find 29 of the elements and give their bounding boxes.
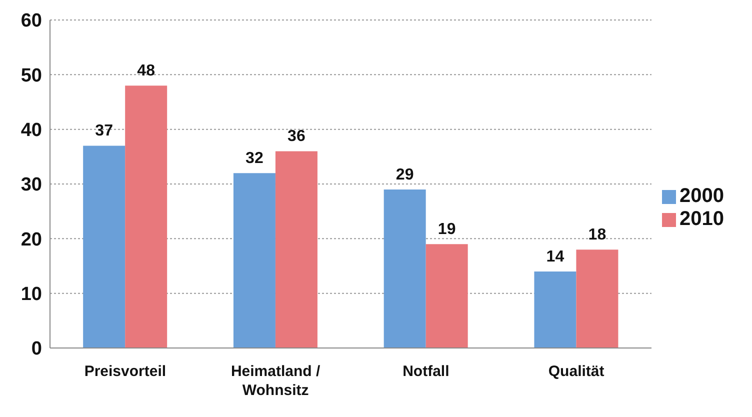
y-tick-label: 30	[20, 174, 42, 196]
bar	[233, 173, 276, 348]
data-label: 14	[546, 248, 564, 266]
y-tick-label: 40	[20, 120, 42, 142]
data-label: 19	[438, 221, 456, 238]
y-tick-label: 10	[20, 284, 42, 306]
bar	[83, 146, 126, 348]
y-tick-label: 0	[31, 338, 42, 360]
x-tick-label: Qualität	[548, 363, 604, 380]
legend-label: 2000	[680, 185, 724, 207]
bar	[426, 244, 468, 348]
y-tick-label: 20	[20, 229, 42, 250]
x-tick-label: Preisvorteil	[84, 363, 166, 380]
data-label: 32	[246, 150, 264, 168]
data-label: 29	[396, 166, 414, 184]
bar	[384, 189, 426, 348]
y-tick-label: 60	[20, 10, 42, 32]
data-label: 18	[588, 226, 606, 244]
bar	[534, 271, 576, 348]
x-tick-label: Notfall	[402, 363, 450, 380]
bar	[576, 250, 618, 348]
bar	[125, 86, 168, 348]
bar	[275, 151, 318, 348]
legend-label: 2010	[680, 208, 724, 230]
data-label: 48	[137, 62, 156, 80]
data-label: 36	[288, 128, 306, 146]
data-label: 37	[95, 122, 114, 140]
x-tick-label: Heimatland / Wohnsitz	[230, 363, 321, 399]
y-tick-label: 50	[20, 65, 42, 86]
